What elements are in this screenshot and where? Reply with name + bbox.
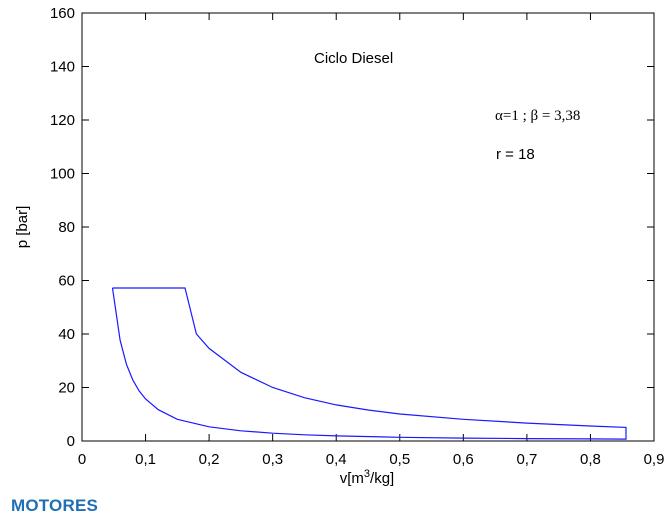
params-annotation: α=1 ; β = 3,38: [495, 108, 580, 124]
x-tick-label: 0,3: [262, 451, 283, 468]
y-tick-label: 140: [50, 59, 75, 76]
y-tick-label: 80: [58, 219, 75, 236]
y-axis-title: p [bar]: [14, 206, 31, 249]
x-tick-label: 0,4: [326, 451, 347, 468]
diesel-cycle-line: [111, 287, 627, 440]
x-axis-ticks: 0 0,1 0,2 0,3 0,4 0,5 0,6 0,7 0,8 0,9: [78, 13, 665, 468]
ratio-annotation: r = 18: [496, 146, 535, 163]
x-tick-label: 0,9: [644, 451, 665, 468]
x-tick-label: 0,7: [516, 451, 537, 468]
chart-title: Ciclo Diesel: [314, 50, 393, 67]
x-axis-title: v[m3/kg]: [340, 468, 394, 487]
y-tick-label: 100: [50, 166, 75, 183]
y-tick-label: 0: [67, 433, 75, 450]
plot-frame: [81, 12, 655, 442]
x-tick-label: 0: [78, 451, 86, 468]
x-tick-label: 0,8: [580, 451, 601, 468]
x-tick-label: 0,6: [453, 451, 474, 468]
y-tick-label: 60: [58, 273, 75, 290]
y-tick-label: 120: [50, 112, 75, 129]
x-tick-label: 0,1: [135, 451, 156, 468]
y-tick-label: 20: [58, 380, 75, 397]
footer-label: MOTORES: [11, 496, 99, 515]
x-tick-label: 0,2: [199, 451, 220, 468]
chart: 0 0,1 0,2 0,3 0,4 0,5 0,6 0,7 0,8 0,9 0 20 40 60 80 10…: [14, 5, 665, 487]
y-tick-label: 40: [58, 326, 75, 343]
y-tick-label: 160: [50, 5, 75, 22]
x-tick-label: 0,5: [389, 451, 410, 468]
y-axis-ticks: 0 20 40 60 80 100 120 140 160: [50, 5, 654, 450]
